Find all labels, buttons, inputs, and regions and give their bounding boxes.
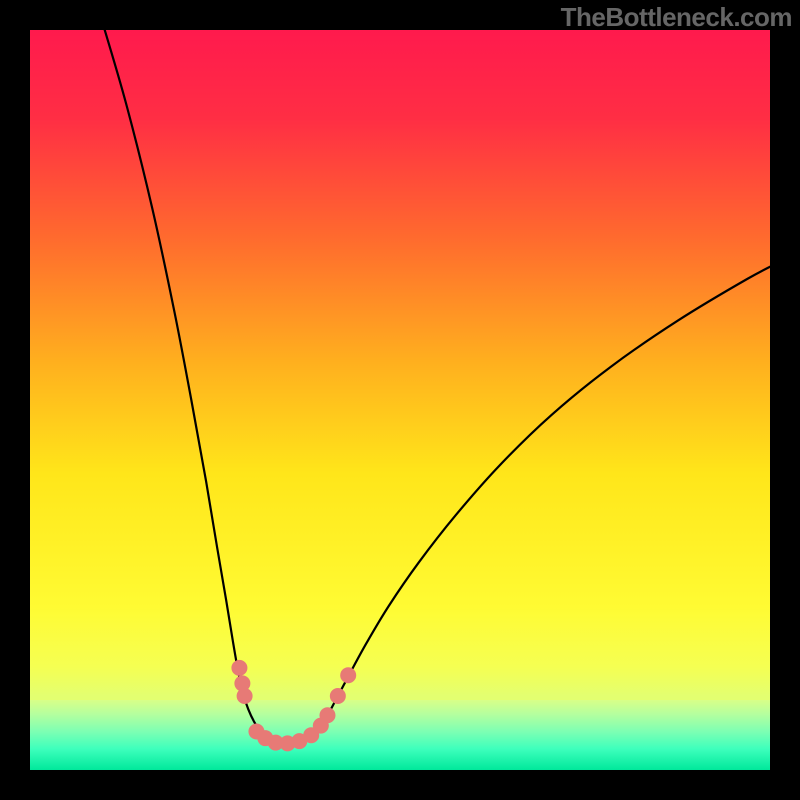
plot-area xyxy=(30,30,770,770)
watermark-text: TheBottleneck.com xyxy=(561,2,792,33)
data-marker xyxy=(340,667,356,683)
marker-group xyxy=(231,660,356,751)
data-marker xyxy=(231,660,247,676)
curve-right xyxy=(283,259,770,744)
data-marker xyxy=(330,688,346,704)
bottleneck-curve-svg xyxy=(30,30,770,770)
curve-left xyxy=(100,30,283,744)
data-marker xyxy=(319,707,335,723)
data-marker xyxy=(237,688,253,704)
